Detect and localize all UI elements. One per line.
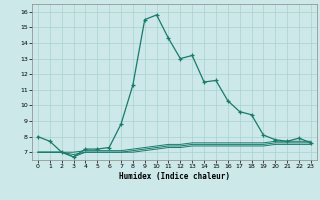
X-axis label: Humidex (Indice chaleur): Humidex (Indice chaleur) (119, 172, 230, 181)
